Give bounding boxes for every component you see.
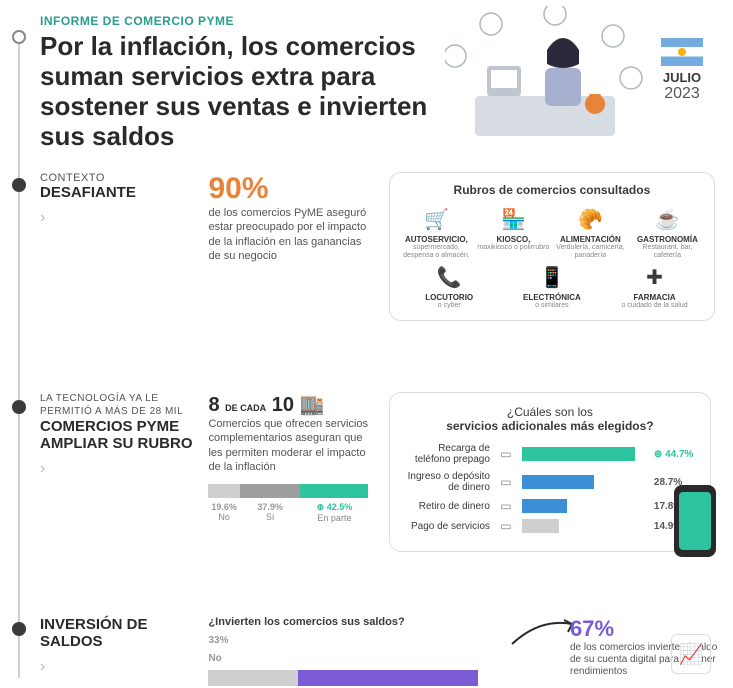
title-line2: DESAFIANTE [40,184,200,201]
timeline [18,38,20,678]
stat-desc: Comercios que ofrecen servicios compleme… [208,417,376,474]
category-item: ☕ GASTRONOMÍA Restaurant, bar, cafetería [631,205,703,259]
category-item: ✚ FARMACIA o cuidado de la salud [619,263,691,310]
title-line1: CONTEXTO [40,172,200,184]
store-icon: 🏬 [300,394,325,416]
mini-bar-chart: 19.6%No37.9%Sí⊕ 42.5%En parte [208,484,368,523]
row-icon: ▭ [496,475,516,489]
category-name: ALIMENTACIÓN [554,235,626,244]
chart-icon: 📈 [671,634,711,674]
section-contexto: CONTEXTO DESAFIANTE › 90% de los comerci… [40,172,719,321]
chevron-right-icon: › [40,209,45,227]
category-desc: Verdulería, carnicería, panadería [554,244,626,259]
date-flag: JULIO 2023 [661,38,703,103]
category-icon: 📱 [538,263,566,291]
card-title: ¿Cuáles son los servicios adicionales má… [402,405,698,433]
category-name: AUTOSERVICIO, [400,235,472,244]
bar-label: ⊕ 42.5%En parte [300,502,368,523]
section-inversion: INVERSIÓN DE SALDOS › ¿Invierten los com… [40,616,719,686]
category-item: 📱 ELECTRÓNICA o similares [516,263,588,310]
cashier-illustration [445,6,645,146]
service-row: Pago de servicios ▭ 14.9% [402,519,698,533]
chevron-right-icon: › [40,658,45,676]
row-label: Recarga de teléfono prepago [402,443,496,465]
month: JULIO [661,70,703,85]
title-line2: INVERSIÓN DE SALDOS [40,616,200,650]
row-label: Pago de servicios [402,521,496,532]
argentina-flag-icon [661,38,703,66]
stat-block: 90% de los comercios PyME aseguró estar … [208,172,376,263]
chevron-right-icon: › [40,460,45,478]
service-row: Ingreso o depósito de dinero ▭ 28.7% [402,471,698,493]
category-icon: ✚ [641,263,669,291]
bar-label: 19.6%No [208,502,239,523]
stat-block: 8 DE CADA 10 🏬 Comercios que ofrecen ser… [208,392,376,523]
category-desc: o cyber [413,302,485,310]
category-icon: 🥐 [576,205,604,233]
no-label: 33%No [208,635,228,664]
headline: Por la inflación, los comercios suman se… [40,32,460,152]
category-desc: o similares [516,302,588,310]
category-item: 🏪 KIOSCO, maxikiosco o polirrubro [477,205,549,259]
category-name: FARMACIA [619,293,691,302]
title-line1: LA TECNOLOGÍA YA LE PERMITIÓ A MÁS DE 28… [40,392,200,418]
stat-desc: de los comercios PyME aseguró estar preo… [208,206,376,263]
section-title: LA TECNOLOGÍA YA LE PERMITIÓ A MÁS DE 28… [40,392,200,478]
stat-pct: 90% [208,172,376,206]
eight-of-ten: 8 DE CADA 10 🏬 [208,392,376,417]
service-row: Retiro de dinero ▭ 17.8% [402,499,698,513]
category-name: ELECTRÓNICA [516,293,588,302]
bar-seg [298,670,479,686]
category-item: 🛒 AUTOSERVICIO, supermercado, despensa o… [400,205,472,259]
categories-card: Rubros de comercios consultados 🛒 AUTOSE… [389,172,715,321]
category-name: KIOSCO, [477,235,549,244]
row-bar [522,447,648,461]
category-desc: maxikiosco o polirrubro [477,244,549,252]
category-desc: o cuidado de la salud [619,302,691,310]
category-item: 📞 LOCUTORIO o cyber [413,263,485,310]
services-card: ¿Cuáles son los servicios adicionales má… [389,392,711,552]
category-name: LOCUTORIO [413,293,485,302]
row-bar [522,519,648,533]
invest-chart: ¿Invierten los comercios sus saldos? 33%… [208,616,408,686]
section-tecnologia: LA TECNOLOGÍA YA LE PERMITIÓ A MÁS DE 28… [40,392,719,552]
bar-label: 37.9%Sí [240,502,301,523]
question: ¿Invierten los comercios sus saldos? [208,616,408,628]
row-icon: ▭ [496,499,516,513]
phone-illustration [674,485,716,557]
row-label: Retiro de dinero [402,501,496,512]
row-icon: ▭ [496,447,516,461]
card-title: Rubros de comercios consultados [400,183,704,197]
bar-seg [300,484,368,498]
category-icon: 🛒 [422,205,450,233]
invest-bar [208,670,478,686]
category-desc: Restaurant, bar, cafetería [631,244,703,259]
year: 2023 [661,85,703,103]
timeline-dot [12,30,26,44]
bar-seg [208,670,297,686]
bar-seg [208,484,239,498]
title-line2: COMERCIOS PYME AMPLIAR SU RUBRO [40,418,200,452]
timeline-dot [12,622,26,636]
section-title: INVERSIÓN DE SALDOS › [40,616,200,676]
timeline-dot [12,178,26,192]
timeline-dot [12,400,26,414]
category-desc: supermercado, despensa o almacén. [400,244,472,259]
category-item: 🥐 ALIMENTACIÓN Verdulería, carnicería, p… [554,205,626,259]
row-bar [522,499,648,513]
section-title: CONTEXTO DESAFIANTE › [40,172,200,227]
bar-seg [240,484,301,498]
service-row: Recarga de teléfono prepago ▭ ⊛ 44.7% [402,443,698,465]
eyebrow: INFORME DE COMERCIO PYME [40,14,460,28]
category-icon: 🏪 [499,205,527,233]
category-icon: 📞 [435,263,463,291]
row-bar [522,475,648,489]
category-icon: ☕ [653,205,681,233]
header: INFORME DE COMERCIO PYME Por la inflació… [40,14,460,152]
row-label: Ingreso o depósito de dinero [402,471,496,493]
row-pct: ⊛ 44.7% [654,449,698,460]
category-name: GASTRONOMÍA [631,235,703,244]
row-icon: ▭ [496,519,516,533]
